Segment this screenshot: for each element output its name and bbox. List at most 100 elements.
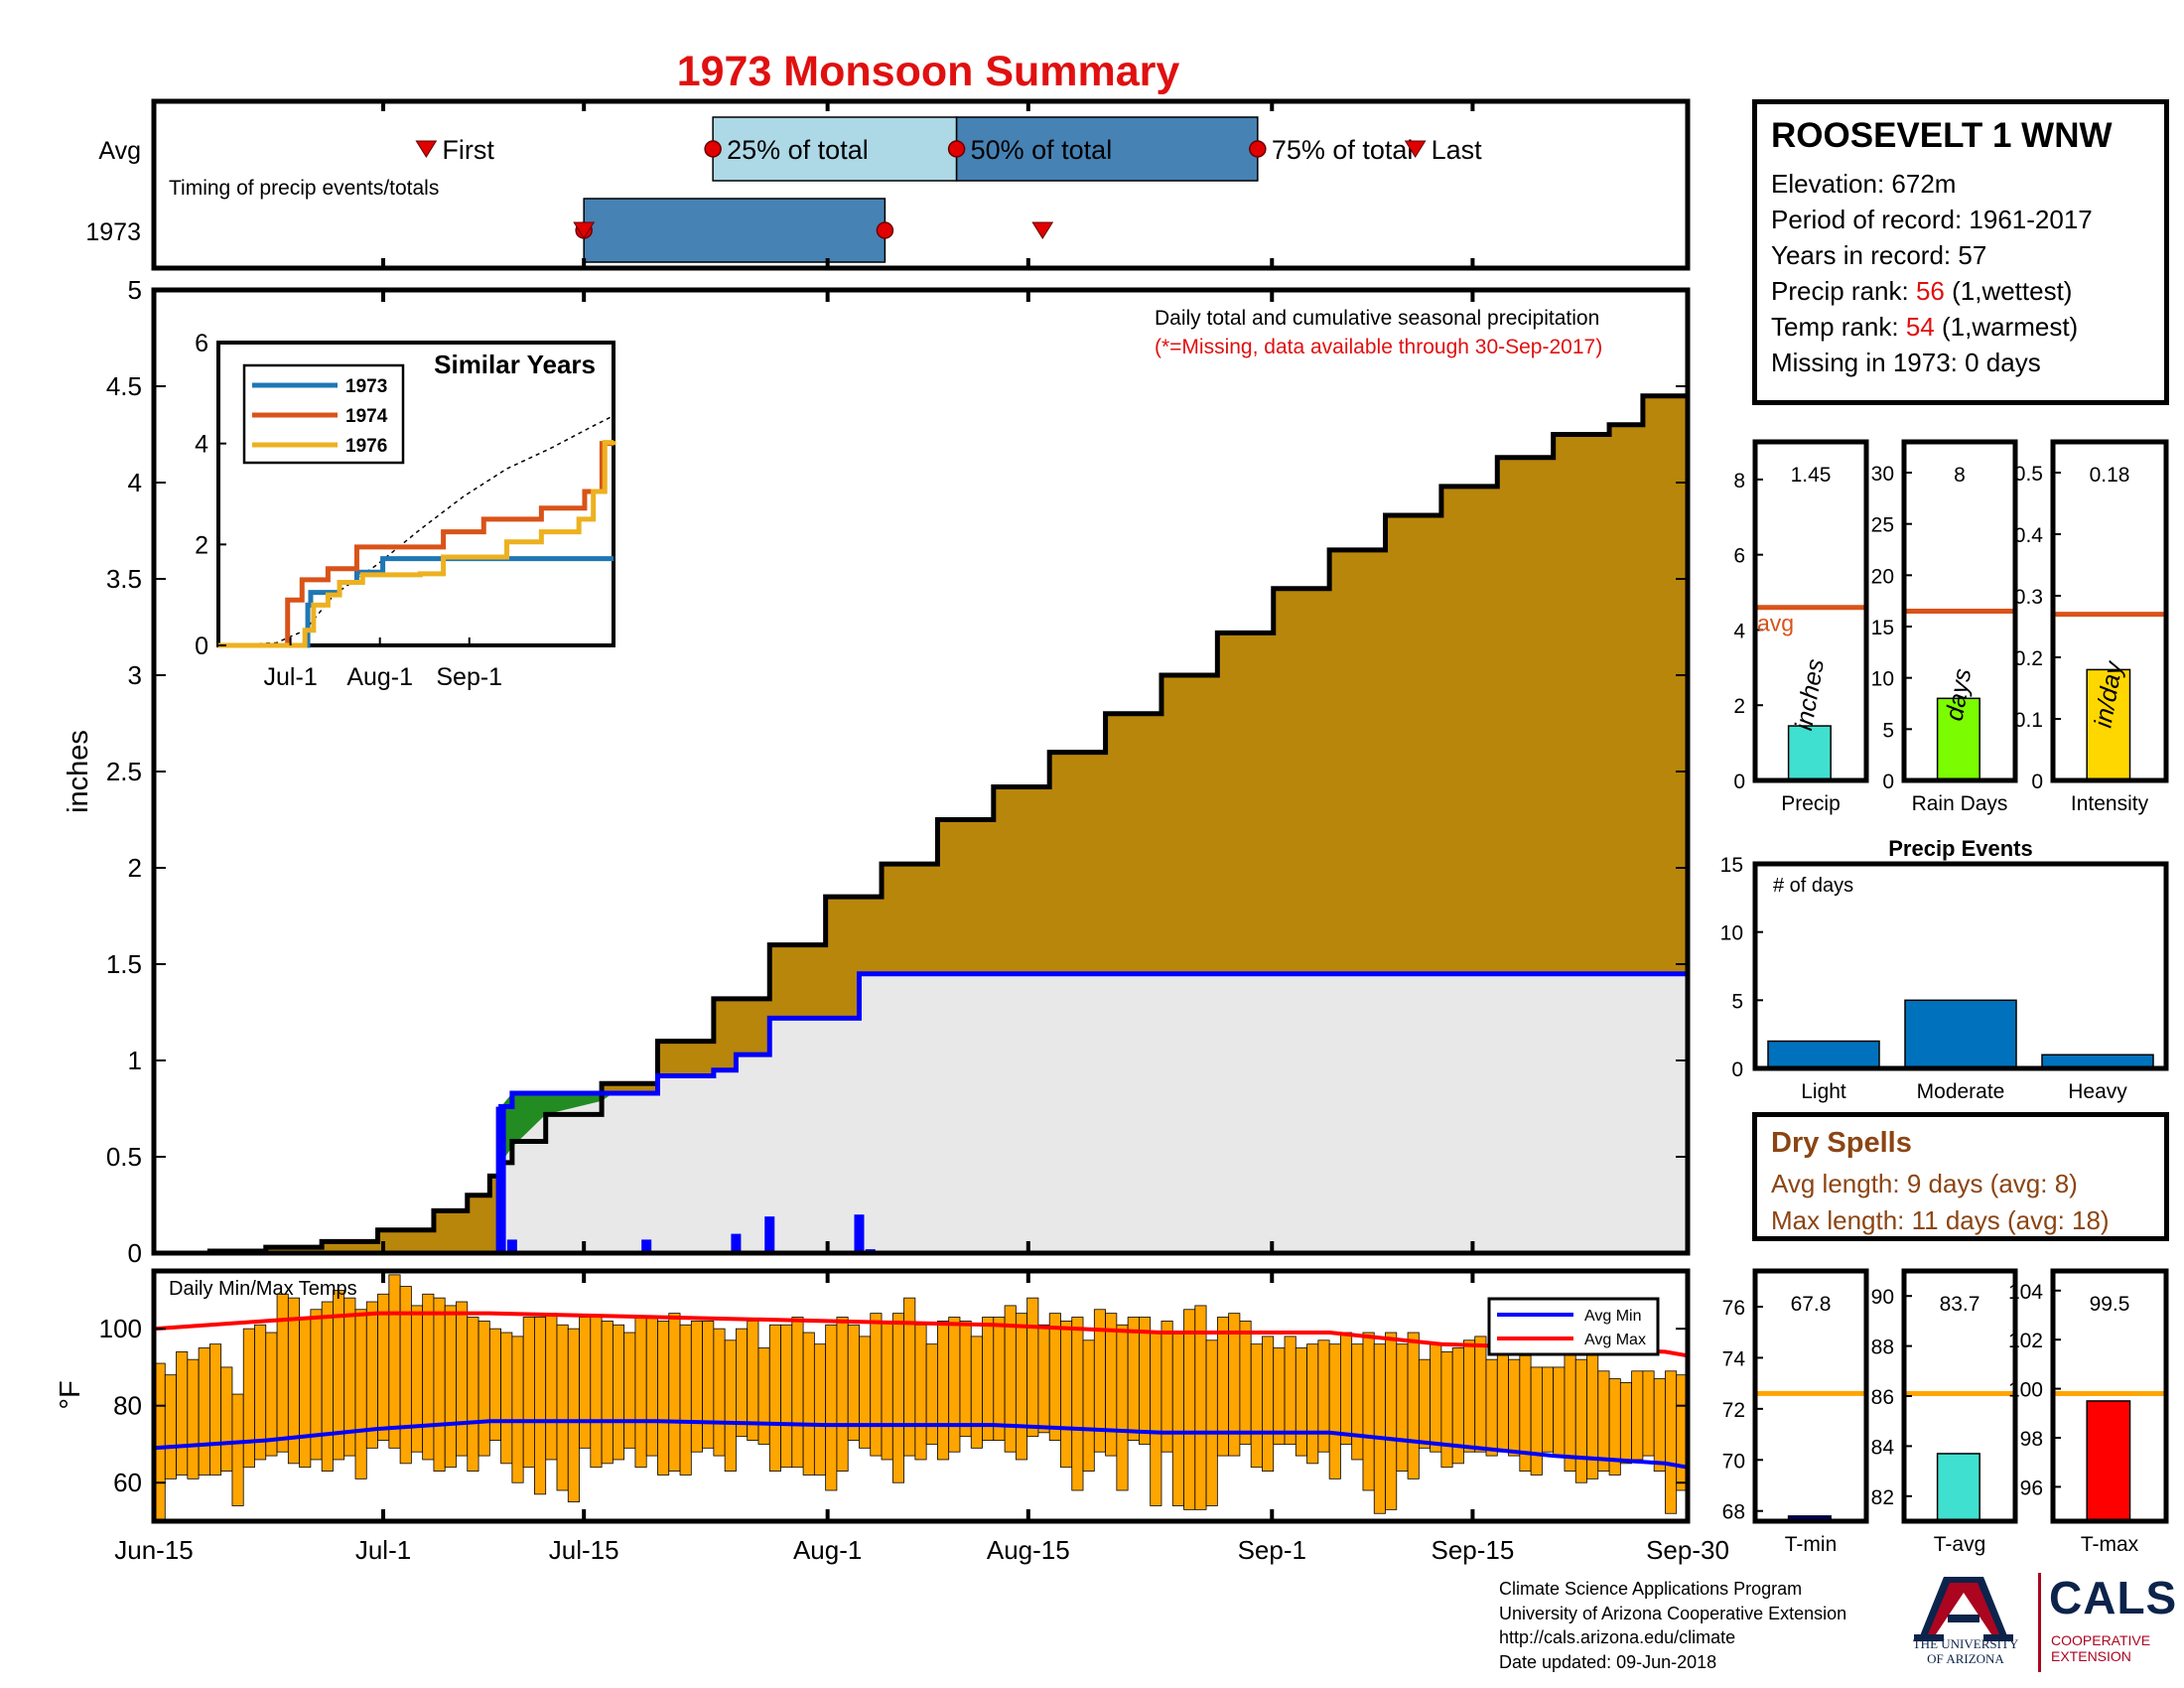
tmin_bar-y-tick-label: 72 — [1722, 1399, 1745, 1422]
raindays_bar-value-bar — [1936, 697, 1980, 781]
daily-temp-bar — [242, 1328, 255, 1469]
tmin_bar-background — [1755, 1271, 1866, 1521]
dry-spells-box: Dry Spells Avg length: 9 days (avg: 8) M… — [1752, 1112, 2169, 1241]
daily-temp-bar — [1216, 1317, 1230, 1457]
y-tick-label: 5 — [128, 275, 142, 305]
daily-temp-bar — [422, 1293, 435, 1461]
intensity_bar-y-tick-label: 0.1 — [2014, 709, 2043, 732]
inset-legend-label: 1974 — [345, 406, 388, 427]
events-y-tick-label: 10 — [1720, 922, 1743, 945]
daily-temp-bar — [1048, 1313, 1061, 1441]
avg-p75-label: 75% of total — [1272, 135, 1414, 165]
timing-title: Timing of precip events/totals — [169, 177, 439, 200]
precip-rank-value: 56 — [1915, 276, 1945, 306]
avg-p50-label: 50% of total — [971, 135, 1113, 165]
x-tick-label: Sep-1 — [1238, 1535, 1306, 1565]
tavg_bar-category: T-avg — [1934, 1533, 1986, 1556]
credits: Climate Science Applications Program Uni… — [1499, 1577, 1846, 1674]
daily-temp-bar — [1485, 1358, 1498, 1457]
precip_bar-y-tick-label: 8 — [1733, 470, 1745, 492]
daily-temp-bar — [690, 1321, 703, 1453]
daily-temp-bar — [1015, 1313, 1028, 1461]
daily-temp-bar — [757, 1347, 770, 1445]
raindays_bar-y-tick-label: 15 — [1871, 617, 1894, 639]
daily-precip-bar — [854, 1214, 865, 1253]
daily-temp-bar — [645, 1317, 658, 1457]
tmax_bar-y-tick-label: 104 — [2008, 1281, 2043, 1304]
intensity_bar-y-tick-label: 0.5 — [2014, 463, 2043, 486]
tmin_bar-frame — [1752, 1268, 1869, 1524]
tavg_bar-value-bar — [1936, 1453, 1980, 1522]
precip-rank-note: (1,wettest) — [1944, 276, 2073, 306]
tmax_bar-category: T-max — [2081, 1533, 2139, 1556]
intensity_bar-category: Intensity — [2071, 792, 2149, 815]
intensity_bar-frame — [2050, 439, 2169, 783]
daily-temp-bar — [265, 1332, 278, 1457]
intensity_bar-y-tick-label: 0.4 — [2014, 524, 2044, 547]
daily-temp-bar — [1037, 1324, 1050, 1434]
station-temp-rank: Temp rank: 54 (1,warmest) — [1771, 309, 2150, 345]
daily-temp-bar — [1430, 1343, 1442, 1453]
x-tick-label: Aug-1 — [793, 1535, 862, 1565]
y-tick-label: 2 — [128, 853, 142, 883]
tmin_bar-y-tick-label: 70 — [1722, 1450, 1745, 1473]
year-last-marker — [1031, 221, 1054, 239]
logo-divider — [2038, 1573, 2041, 1672]
daily-temp-bar — [937, 1321, 950, 1461]
credit-line-1: Climate Science Applications Program — [1499, 1579, 1803, 1599]
precip_bar-avg-label: avg — [1757, 611, 1794, 636]
inset-title: Similar Years — [434, 350, 596, 379]
raindays_bar-y-tick-label: 25 — [1871, 514, 1894, 537]
inset-x-tick-label: Aug-1 — [346, 663, 413, 691]
dry-spells-heading: Dry Spells — [1771, 1127, 1912, 1159]
daily-temp-bar — [802, 1332, 815, 1476]
daily-temp-bar — [813, 1343, 827, 1476]
daily-temp-bar — [1362, 1332, 1375, 1491]
daily-temp-bar — [1194, 1305, 1207, 1510]
temp-legend-box — [1487, 1297, 1660, 1356]
inset-y-tick-label: 0 — [195, 633, 208, 660]
daily-temp-bar — [736, 1328, 749, 1438]
ua-line-1: THE UNIVERSITY — [1912, 1636, 2019, 1651]
daily-precip-bar — [731, 1233, 742, 1253]
daily-temp-bar — [1440, 1351, 1453, 1469]
events-frame — [1752, 861, 2169, 1071]
year-first-triangle — [573, 221, 596, 239]
temp-rank-label: Temp rank: — [1771, 312, 1906, 342]
daily-temp-bar — [456, 1301, 469, 1457]
precip_bar-frame — [1752, 439, 1869, 783]
daily-temp-bar — [1284, 1336, 1297, 1445]
tmax_bar-value-label: 99.5 — [2090, 1293, 2130, 1316]
events-category-light: Light — [1801, 1080, 1846, 1103]
raindays_bar-y-tick-label: 0 — [1882, 771, 1894, 793]
daily-temp-bar — [1665, 1370, 1678, 1514]
daily-temp-bar — [780, 1324, 793, 1469]
tmax_bar-y-tick-label: 98 — [2020, 1428, 2043, 1451]
events-y-tick-label: 5 — [1731, 990, 1743, 1013]
daily-temp-bar — [859, 1336, 872, 1449]
daily-temp-bar — [1653, 1378, 1666, 1472]
avg-p25-label: 25% of total — [727, 135, 869, 165]
daily-temp-bar — [1541, 1366, 1555, 1453]
tmin_bar-value-label: 67.8 — [1791, 1293, 1832, 1316]
daily-temp-bar — [231, 1393, 244, 1506]
daily-temp-bar — [1407, 1332, 1420, 1479]
daily-temp-bar — [377, 1293, 390, 1441]
avg-cumulative-line — [154, 382, 1691, 1256]
daily-temp-bar — [1574, 1358, 1587, 1483]
daily-temp-bar — [657, 1321, 670, 1476]
daily-temp-bar — [1496, 1351, 1509, 1453]
daily-temp-bar — [870, 1313, 883, 1457]
daily-temp-bar — [1351, 1343, 1364, 1461]
temp-rank-value: 54 — [1905, 312, 1935, 342]
daily-precip-bar — [764, 1216, 775, 1253]
inset-y-tick-label: 2 — [195, 531, 208, 559]
y-tick-label: 1.5 — [106, 949, 142, 979]
tavg_bar-value-label: 83.7 — [1940, 1293, 1980, 1316]
daily-temp-bar — [354, 1309, 367, 1479]
tavg_bar-y-tick-label: 90 — [1871, 1286, 1894, 1309]
daily-temp-bar — [187, 1358, 200, 1479]
temp-plot-frame — [151, 1268, 1691, 1524]
precip_bar-y-tick-label: 0 — [1733, 771, 1745, 793]
year-p50-marker — [876, 221, 894, 239]
